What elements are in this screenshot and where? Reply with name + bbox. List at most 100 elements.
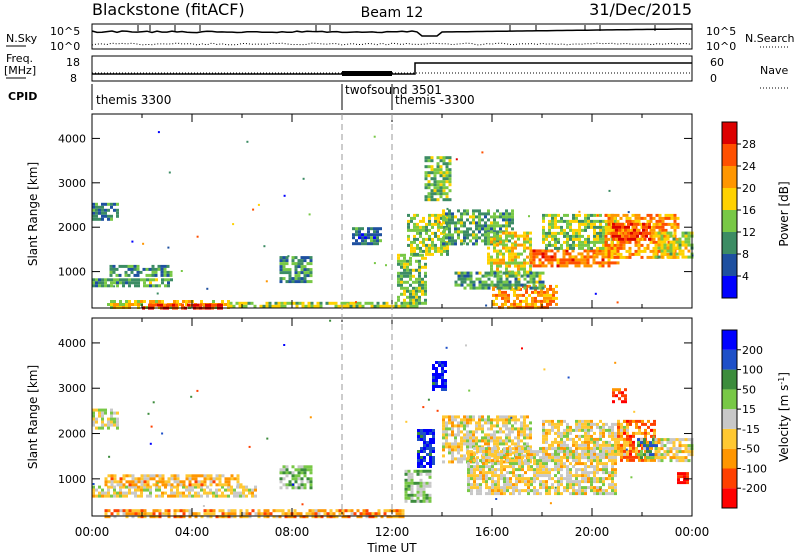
heatmap-cell: [523, 234, 526, 238]
heatmap-cell: [172, 303, 175, 307]
heatmap-cell: [478, 236, 481, 240]
heatmap-cell: [227, 494, 230, 498]
heatmap-cell: [496, 221, 499, 225]
heatmap-cell: [584, 425, 587, 429]
heatmap-cell: [92, 208, 95, 212]
heatmap-cell: [400, 265, 403, 269]
heatmap-cell: [602, 231, 605, 235]
heatmap-cell: [655, 222, 659, 226]
heatmap-cell: [636, 231, 639, 235]
heatmap-cell: [419, 487, 423, 491]
heatmap-cell: [160, 303, 163, 307]
heatmap-cell: [587, 425, 590, 429]
heatmap-cell: [439, 192, 443, 196]
heatmap-cell: [423, 435, 426, 438]
heatmap-cell: [158, 477, 162, 481]
heatmap-cell: [427, 198, 431, 202]
heatmap-cell: [472, 242, 475, 246]
heatmap-cell: [122, 509, 126, 513]
heatmap-cell: [301, 301, 305, 305]
heatmap-cell: [113, 494, 116, 498]
heatmap-cell: [466, 227, 469, 231]
heatmap-cell: [602, 465, 605, 469]
heatmap-speck: [252, 208, 255, 211]
heatmap-cell: [293, 515, 297, 519]
heatmap-cell: [505, 231, 508, 235]
heatmap-cell: [508, 421, 511, 425]
heatmap-cell: [554, 213, 557, 217]
heatmap-cell: [409, 262, 412, 266]
heatmap-cell: [485, 450, 488, 454]
heatmap-cell: [512, 489, 515, 493]
heatmap-cell: [493, 433, 496, 437]
heatmap-cell: [476, 465, 479, 469]
heatmap-cell: [539, 492, 542, 496]
heatmap-cell: [448, 421, 451, 425]
heatmap-cell: [134, 284, 137, 288]
heatmap-cell: [110, 278, 113, 282]
heatmap-cell: [504, 296, 507, 300]
heatmap-cell: [291, 256, 295, 260]
heatmap-cell: [500, 456, 503, 460]
heatmap-cell: [203, 488, 206, 492]
heatmap-cell: [681, 252, 685, 256]
heatmap-cell: [537, 305, 540, 309]
heatmap-cell: [282, 277, 286, 281]
heatmap-cell: [404, 484, 408, 488]
heatmap-cell: [599, 486, 602, 490]
heatmap-cell: [440, 252, 443, 256]
heatmap-cell: [640, 456, 643, 460]
heatmap-cell: [131, 477, 135, 481]
heatmap-cell: [221, 494, 224, 498]
heatmap-cell: [584, 465, 587, 469]
heatmap-cell: [646, 246, 650, 250]
heatmap-cell: [519, 302, 522, 306]
heatmap-cell: [528, 305, 531, 309]
heatmap-cell: [457, 227, 460, 231]
heatmap-cell: [516, 293, 519, 297]
heatmap-cell: [572, 492, 575, 496]
heatmap-cell: [285, 268, 289, 272]
heatmap-cell: [608, 483, 611, 487]
heatmap-cell: [530, 453, 533, 457]
nave-label: Nave: [760, 64, 788, 77]
heatmap-cell: [107, 474, 111, 478]
heatmap-cell: [596, 468, 599, 472]
heatmap-cell: [542, 474, 545, 478]
heatmap-cell: [143, 488, 146, 492]
heatmap-cell: [542, 468, 545, 472]
heatmap-cell: [620, 425, 623, 429]
heatmap-cell: [119, 300, 122, 303]
heatmap-cell: [470, 477, 473, 481]
heatmap-cell: [367, 227, 370, 231]
heatmap-cell: [98, 491, 101, 495]
heatmap-cell: [417, 453, 420, 456]
heatmap-cell: [163, 264, 167, 268]
heatmap-cell: [548, 453, 551, 457]
heatmap-cell: [397, 277, 400, 281]
heatmap-cell: [110, 284, 113, 288]
heatmap-cell: [385, 301, 389, 305]
heatmap-cell: [623, 455, 626, 459]
heatmap-cell: [279, 280, 283, 284]
heatmap-cell: [124, 270, 128, 274]
heatmap-cell: [416, 484, 420, 488]
heatmap-cell: [536, 492, 539, 496]
heatmap-cell: [309, 468, 313, 472]
heatmap-cell: [517, 433, 520, 437]
heatmap-speck: [157, 131, 160, 134]
heatmap-speck: [266, 437, 269, 440]
heatmap-cell: [677, 478, 680, 482]
heatmap-cell: [560, 483, 563, 487]
heatmap-cell: [501, 293, 504, 297]
heatmap-cell: [503, 477, 506, 481]
heatmap-cell: [577, 258, 581, 262]
heatmap-cell: [334, 301, 338, 305]
heatmap-cell: [488, 450, 491, 454]
heatmap-cell: [431, 222, 434, 226]
heatmap-cell: [116, 420, 119, 424]
heatmap-cell: [574, 264, 578, 268]
heatmap-cell: [599, 234, 602, 238]
colorbar-swatch: [722, 166, 737, 188]
heatmap-cell: [630, 222, 633, 226]
